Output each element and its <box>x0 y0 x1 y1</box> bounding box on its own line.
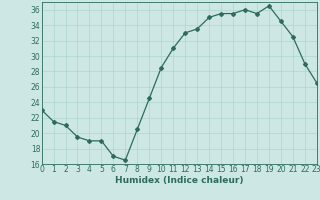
X-axis label: Humidex (Indice chaleur): Humidex (Indice chaleur) <box>115 176 244 185</box>
